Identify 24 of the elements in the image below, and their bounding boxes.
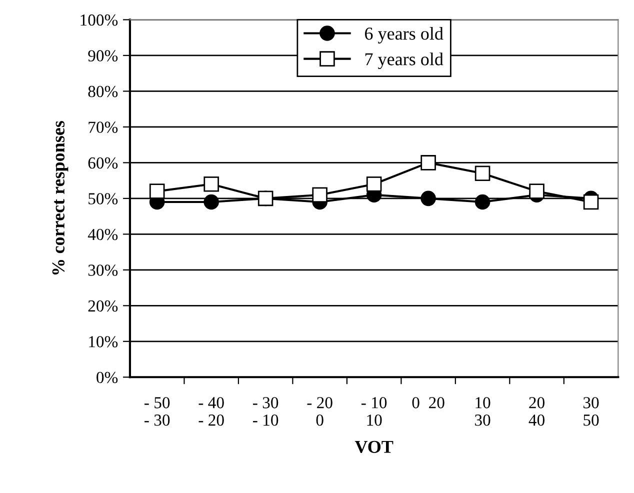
legend-label: 7 years old	[365, 52, 444, 70]
y-tick-label: 20%	[88, 300, 118, 312]
x-tick-label: 20 40	[528, 397, 544, 426]
y-tick-label: 70%	[88, 122, 118, 133]
y-tick-label: 30%	[88, 264, 118, 276]
y-tick-label: 80%	[88, 86, 118, 98]
y-axis-title: % correct responses	[52, 120, 68, 274]
x-tick-label: - 10 10	[361, 397, 387, 426]
y-tick-label: 60%	[88, 157, 118, 169]
y-tick-label: 40%	[88, 228, 118, 240]
y-tick-label: 50%	[88, 193, 118, 204]
legend-label: 6 years old	[365, 27, 444, 44]
x-tick-label: 0 20	[412, 397, 444, 408]
x-tick-label: - 30 - 10	[253, 397, 278, 426]
x-tick-label: - 50 - 30	[144, 397, 170, 426]
y-tick-label: 100%	[80, 14, 118, 26]
y-tick-label: 10%	[89, 336, 118, 348]
y-tick-label: 90%	[88, 50, 118, 62]
x-tick-label: - 40 - 20	[198, 397, 224, 426]
x-tick-label: 10 30	[475, 397, 490, 426]
y-tick-label: 0%	[96, 372, 118, 384]
x-tick-label: - 20 0	[307, 397, 332, 426]
x-tick-label: 30 50	[583, 397, 599, 426]
x-axis-title: VOT	[354, 440, 394, 454]
